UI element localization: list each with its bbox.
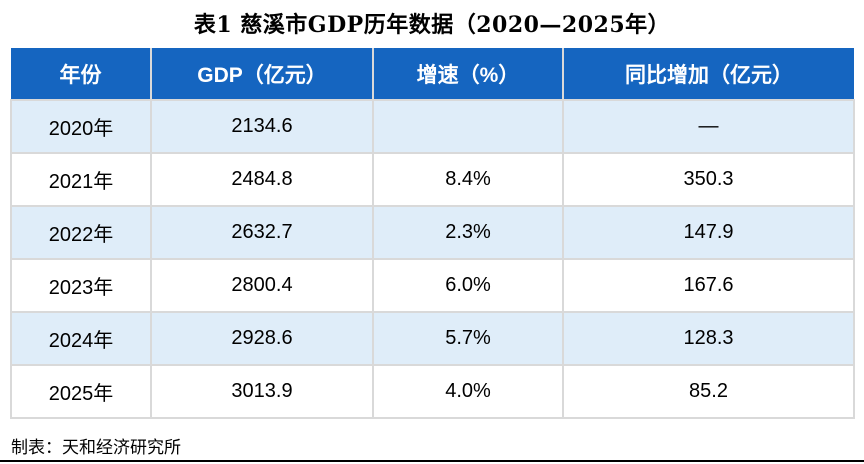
column-header-year: 年份 — [11, 48, 152, 101]
cell-yoy-increase: 350.3 — [562, 152, 855, 207]
table-row-2024: 2024年 2928.6 5.7% 128.3 — [10, 311, 855, 366]
cell-yoy-increase: 85.2 — [562, 364, 855, 419]
cell-gdp: 3013.9 — [150, 364, 374, 419]
gdp-table: 年份 GDP（亿元） 增速（%） 同比增加（亿元） 2020年 2134.6 —… — [10, 48, 855, 419]
table-row-2022: 2022年 2632.7 2.3% 147.9 — [10, 205, 855, 260]
cell-year: 2024年 — [10, 311, 152, 366]
cell-growth-rate — [372, 99, 564, 154]
column-header-growth-rate: 增速（%） — [372, 48, 564, 101]
cell-gdp: 2134.6 — [150, 99, 374, 154]
cell-growth-rate: 5.7% — [372, 311, 564, 366]
table-source: 制表：天和经济研究所 — [11, 438, 181, 457]
table-row-2023: 2023年 2800.4 6.0% 167.6 — [10, 258, 855, 313]
table-row-2021: 2021年 2484.8 8.4% 350.3 — [10, 152, 855, 207]
cell-growth-rate: 6.0% — [372, 258, 564, 313]
cell-yoy-increase: — — [562, 99, 855, 154]
cell-yoy-increase: 128.3 — [562, 311, 855, 366]
cell-gdp: 2484.8 — [150, 152, 374, 207]
cell-year: 2021年 — [10, 152, 152, 207]
column-header-yoy-increase: 同比增加（亿元） — [562, 48, 854, 101]
table-title: 表1 慈溪市GDP历年数据（2020—2025年） — [193, 12, 671, 38]
cell-yoy-increase: 147.9 — [562, 205, 855, 260]
cell-year: 2023年 — [10, 258, 152, 313]
table-row-2020: 2020年 2134.6 — — [10, 99, 855, 154]
table-row-2025: 2025年 3013.9 4.0% 85.2 — [10, 364, 855, 419]
cell-yoy-increase: 167.6 — [562, 258, 855, 313]
cell-year: 2020年 — [10, 99, 152, 154]
cell-growth-rate: 4.0% — [372, 364, 564, 419]
cell-gdp: 2800.4 — [150, 258, 374, 313]
cell-year: 2022年 — [10, 205, 152, 260]
header-row: 年份 GDP（亿元） 增速（%） 同比增加（亿元） — [11, 48, 854, 101]
column-header-gdp: GDP（亿元） — [150, 48, 374, 101]
cell-year: 2025年 — [10, 364, 152, 419]
bottom-rule — [0, 460, 864, 462]
cell-growth-rate: 2.3% — [372, 205, 564, 260]
cell-growth-rate: 8.4% — [372, 152, 564, 207]
cell-gdp: 2928.6 — [150, 311, 374, 366]
cell-gdp: 2632.7 — [150, 205, 374, 260]
